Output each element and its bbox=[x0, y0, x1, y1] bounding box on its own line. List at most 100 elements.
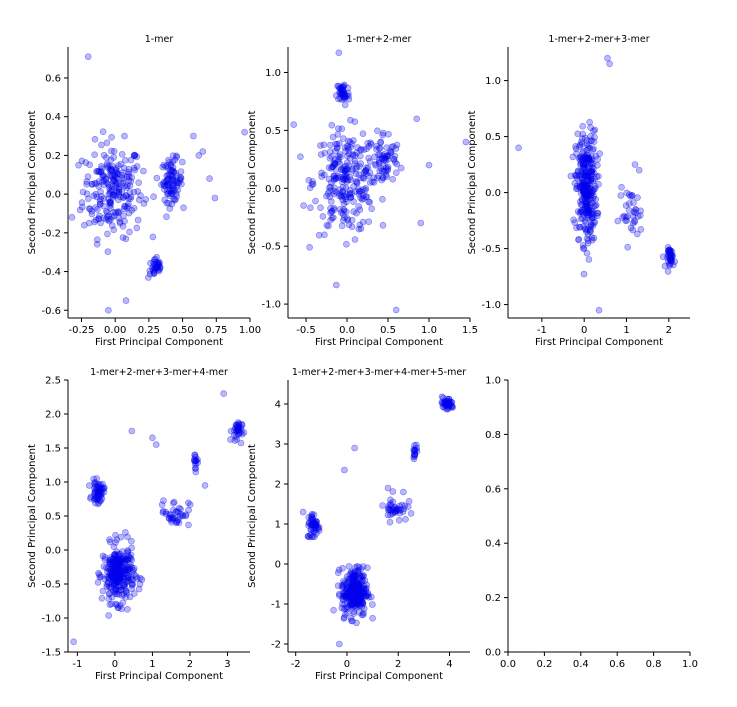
data-point bbox=[351, 595, 359, 603]
data-point bbox=[356, 594, 364, 602]
data-point bbox=[664, 251, 672, 258]
data-point bbox=[156, 264, 164, 271]
data-point bbox=[381, 156, 389, 163]
data-point bbox=[581, 184, 588, 191]
data-point bbox=[92, 480, 99, 488]
data-point bbox=[334, 174, 341, 182]
data-point bbox=[328, 163, 336, 171]
data-point bbox=[130, 204, 138, 212]
data-point bbox=[410, 453, 418, 461]
data-point bbox=[122, 587, 130, 595]
data-point bbox=[114, 575, 121, 582]
data-point bbox=[333, 144, 341, 152]
data-point bbox=[593, 210, 601, 217]
data-point bbox=[637, 226, 645, 233]
data-point bbox=[116, 575, 123, 582]
data-point bbox=[307, 526, 315, 534]
data-point bbox=[351, 573, 359, 581]
data-point bbox=[112, 574, 120, 582]
data-point bbox=[337, 192, 345, 199]
data-point bbox=[129, 568, 136, 575]
data-point bbox=[355, 593, 363, 601]
data-point bbox=[356, 188, 363, 195]
data-point bbox=[128, 564, 135, 571]
data-point bbox=[338, 178, 346, 186]
data-point bbox=[330, 172, 338, 180]
data-point bbox=[327, 183, 334, 191]
data-point bbox=[348, 586, 356, 594]
data-point bbox=[577, 161, 584, 168]
data-point bbox=[439, 403, 447, 411]
data-point bbox=[584, 174, 591, 181]
data-point bbox=[578, 207, 586, 214]
data-point bbox=[175, 504, 183, 512]
data-point bbox=[396, 502, 403, 510]
data-point bbox=[97, 491, 104, 499]
data-point bbox=[328, 153, 335, 160]
data-point bbox=[445, 399, 453, 407]
data-point bbox=[340, 176, 348, 183]
data-point bbox=[169, 167, 176, 174]
data-point bbox=[349, 572, 357, 580]
data-point bbox=[628, 192, 636, 200]
data-point bbox=[334, 172, 342, 180]
data-point bbox=[391, 158, 399, 166]
data-point bbox=[119, 234, 127, 241]
data-point bbox=[152, 264, 160, 272]
data-point bbox=[115, 571, 122, 578]
data-point bbox=[335, 566, 343, 574]
data-point bbox=[377, 139, 384, 146]
data-point bbox=[310, 519, 318, 527]
data-point bbox=[344, 84, 352, 92]
data-point bbox=[109, 574, 117, 582]
data-point bbox=[341, 592, 348, 600]
data-point bbox=[581, 184, 589, 192]
data-point bbox=[127, 555, 134, 562]
data-point bbox=[356, 596, 364, 604]
subplot-title: 1-mer+2-mer+3-mer+4-mer bbox=[90, 367, 228, 378]
data-point bbox=[583, 209, 591, 217]
subplot-5: -2 0 2 4-2-1012341-mer+2-mer+3-mer+4-mer+5-… bbox=[247, 367, 470, 682]
data-point bbox=[318, 169, 325, 177]
data-point bbox=[582, 200, 589, 207]
data-point bbox=[119, 179, 127, 187]
data-point bbox=[589, 208, 597, 216]
data-point bbox=[167, 511, 174, 519]
data-point bbox=[338, 125, 346, 133]
data-point bbox=[365, 154, 372, 162]
data-point bbox=[119, 194, 127, 201]
data-point bbox=[377, 138, 385, 146]
data-point bbox=[109, 191, 116, 199]
data-point bbox=[591, 202, 599, 210]
y-tick-label: 0.6 bbox=[45, 73, 61, 84]
data-point bbox=[445, 404, 453, 412]
data-point bbox=[583, 192, 590, 200]
data-point bbox=[114, 565, 122, 573]
data-point bbox=[107, 583, 115, 591]
data-point bbox=[666, 251, 674, 258]
data-point bbox=[193, 457, 200, 465]
data-point bbox=[340, 88, 348, 96]
data-point bbox=[173, 508, 180, 515]
data-point bbox=[578, 157, 586, 164]
data-point bbox=[353, 595, 360, 603]
data-point bbox=[348, 584, 355, 591]
data-point bbox=[588, 199, 596, 207]
x-tick-label: -1 bbox=[537, 325, 547, 336]
data-point bbox=[353, 178, 361, 186]
data-point bbox=[348, 216, 356, 224]
data-point bbox=[104, 213, 111, 220]
data-point bbox=[590, 165, 597, 172]
data-point bbox=[99, 178, 106, 186]
data-point bbox=[356, 574, 363, 582]
data-point bbox=[573, 224, 580, 232]
data-point bbox=[94, 168, 101, 175]
data-point bbox=[98, 594, 106, 602]
data-point bbox=[591, 126, 599, 134]
data-point bbox=[169, 514, 176, 521]
data-point bbox=[352, 604, 360, 611]
data-point bbox=[349, 581, 357, 589]
data-point bbox=[110, 580, 118, 588]
data-point bbox=[120, 573, 128, 581]
data-point bbox=[633, 230, 641, 238]
